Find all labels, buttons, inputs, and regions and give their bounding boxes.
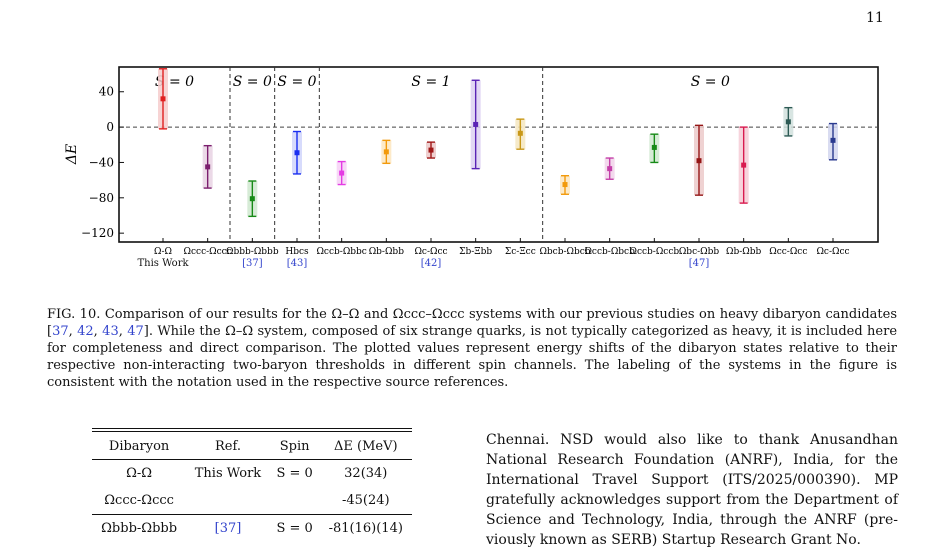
x-reference-label: [47]: [689, 258, 710, 269]
data-point-marker: [339, 170, 345, 176]
data-point-marker: [428, 147, 434, 153]
y-axis-label: ΔE: [64, 144, 80, 165]
spin-region-label: S = 0: [277, 74, 316, 90]
x-tick-label: Hbcs: [285, 247, 309, 257]
caption-label: FIG. 10.: [47, 307, 101, 322]
data-point-marker: [517, 130, 523, 136]
table-row: Ω-Ω This Work S = 0 32(34): [92, 460, 412, 488]
table-header-delta-e: ΔE (MeV): [319, 432, 412, 460]
x-tick-label: Ωc-Ωcc: [816, 247, 849, 257]
spin-region-label: S = 0: [233, 74, 272, 90]
table-cell-delta-e: -81(16)(14): [328, 521, 403, 536]
body-text-column: Chennai. NSD would also like to thank An…: [486, 430, 898, 550]
table-cell-delta-e: 32(34): [344, 466, 388, 481]
acknowledgement-paragraph: Chennai. NSD would also like to thank An…: [486, 432, 898, 548]
table-cell-delta-e: -45(24): [319, 487, 412, 515]
results-table: Dibaryon Ref. Spin ΔE (MeV) Ω-Ω This Wor…: [92, 428, 412, 542]
x-sub-label: This Work: [137, 258, 189, 269]
table-cell-spin: S = 0: [276, 466, 313, 481]
table-header-dibaryon: Dibaryon: [92, 432, 187, 460]
caption-ref-42[interactable]: 42: [77, 324, 94, 339]
page-number: 11: [866, 10, 884, 26]
x-reference-label: [37]: [242, 258, 263, 269]
y-tick-label: 0: [106, 120, 114, 134]
data-point-marker: [830, 137, 836, 143]
table-cell-spin: S = 0: [276, 521, 313, 536]
caption-text-1: Comparison of our results for the Ω–Ω an…: [47, 307, 898, 339]
data-point-marker: [741, 162, 747, 168]
data-point-marker: [651, 144, 657, 150]
data-point-marker: [607, 166, 613, 172]
data-point-marker: [205, 164, 211, 170]
y-tick-label: 40: [99, 85, 114, 99]
y-tick-label: −40: [89, 155, 114, 169]
table-cell-dibaryon: Ωccc-Ωccc: [92, 487, 187, 515]
table-row: Ωccc-Ωccc -45(24): [92, 487, 412, 515]
x-tick-label: Ωbc-Ωbb: [679, 247, 720, 257]
x-tick-label: Ωb-Ωbb: [726, 247, 761, 257]
x-tick-label: Ωccb-Ωbcb: [584, 247, 635, 257]
table-header-spin: Spin: [269, 432, 320, 460]
x-tick-label: Ωbbb-Ωbbb: [226, 247, 279, 257]
data-point-marker: [294, 150, 300, 156]
data-point-marker: [785, 119, 791, 125]
data-point-marker: [160, 96, 166, 102]
x-tick-label: Ωccb-Ωbbc: [316, 247, 366, 257]
x-tick-label: Ωccc-Ωccc: [184, 247, 232, 257]
data-point-marker: [562, 182, 568, 188]
caption-ref-47[interactable]: 47: [127, 324, 144, 339]
table-row: Ωbbb-Ωbbb [37] S = 0 -81(16)(14): [92, 515, 412, 543]
caption-text-2: ]. While the Ω–Ω system, composed of six…: [47, 324, 898, 390]
x-tick-label: Σc-Ξcc: [505, 247, 536, 257]
data-point-marker: [383, 149, 389, 155]
table-cell-ref: [186, 487, 270, 515]
x-tick-label: Ωccb-Ωccb: [630, 247, 680, 257]
x-tick-label: Ωb-Ωbb: [369, 247, 404, 257]
caption-ref-43[interactable]: 43: [102, 324, 119, 339]
data-point-marker: [696, 158, 702, 164]
spin-region-label: S = 0: [691, 74, 730, 90]
table-cell-spin: [269, 487, 320, 515]
data-point-marker: [249, 196, 255, 202]
y-tick-label: −120: [81, 226, 114, 240]
y-tick-label: −80: [89, 191, 114, 205]
x-tick-label: Ωc-Ωcc: [414, 247, 447, 257]
x-tick-label: Ωbcb-Ωbcb: [539, 247, 590, 257]
x-reference-label: [43]: [287, 258, 308, 269]
table-cell-dibaryon: Ω-Ω: [126, 466, 153, 481]
x-tick-label: Ω-Ω: [154, 247, 172, 257]
table-cell-ref[interactable]: [37]: [214, 521, 242, 536]
spin-region-label: S = 1: [411, 74, 450, 90]
x-reference-label: [42]: [421, 258, 442, 269]
table-cell-ref: This Work: [194, 466, 262, 481]
table-cell-dibaryon: Ωbbb-Ωbbb: [101, 521, 178, 536]
data-point-marker: [473, 121, 479, 127]
caption-ref-37[interactable]: 37: [52, 324, 69, 339]
figure-caption: FIG. 10. Comparison of our results for t…: [47, 307, 898, 390]
table-header-ref: Ref.: [186, 432, 270, 460]
plot-frame: [118, 66, 879, 243]
x-tick-label: Σb-Ξbb: [459, 247, 492, 257]
x-tick-label: Ωcc-Ωcc: [769, 247, 807, 257]
